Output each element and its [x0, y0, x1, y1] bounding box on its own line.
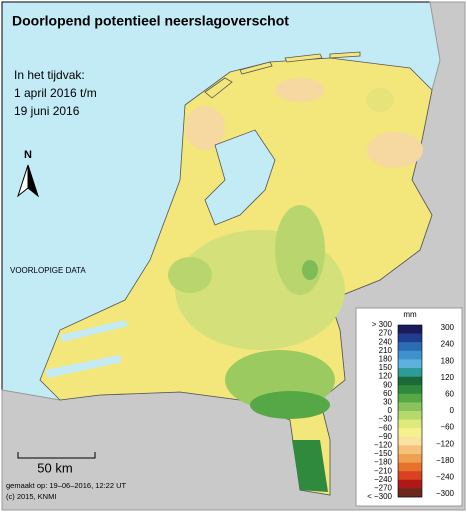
wet-area: [366, 88, 394, 112]
wet-area: [275, 205, 325, 295]
legend-label: 240: [379, 337, 393, 346]
title: Doorlopend potentieel neerslagoverschot: [12, 13, 289, 29]
legend-label: 180: [441, 356, 455, 365]
legend-swatch: [398, 385, 422, 395]
period-line: 19 juni 2016: [14, 104, 80, 118]
legend-label: 0: [388, 406, 393, 415]
dry-area: [275, 78, 325, 102]
legend-label: 180: [379, 355, 393, 364]
legend-label: 60: [383, 389, 392, 398]
dry-area: [367, 132, 423, 168]
legend-swatch: [398, 479, 422, 489]
legend-label: −180: [436, 456, 455, 465]
legend-swatch: [398, 333, 422, 343]
legend-swatch: [398, 368, 422, 377]
legend-label: −120: [374, 441, 393, 450]
legend-label: −180: [374, 458, 393, 467]
legend-label: 210: [379, 346, 393, 355]
wet-area: [168, 257, 212, 293]
footer-line: gemaakt op: 19–06–2016, 12:22 UT: [6, 481, 127, 490]
legend-swatch: [398, 436, 422, 446]
legend-label: 120: [379, 372, 393, 381]
legend-swatch: [398, 471, 422, 481]
legend-label: −240: [374, 475, 393, 484]
islands: [204, 51, 361, 99]
legend-swatch: [398, 342, 422, 352]
legend-label: 270: [379, 329, 393, 338]
legend-swatch: [398, 488, 422, 498]
legend-swatch: [398, 393, 422, 403]
legend-swatch: [398, 325, 422, 334]
scale-bar: [17, 452, 96, 459]
legend-label: 150: [379, 363, 393, 372]
legend-swatch: [398, 428, 422, 438]
legend-label: −150: [374, 449, 393, 458]
legend-swatch: [398, 454, 422, 463]
legend-label: −300: [436, 489, 455, 498]
estuary: [45, 320, 128, 378]
notice: VOORLOPIGE DATA: [10, 266, 86, 275]
legend-label: 30: [383, 398, 392, 407]
legend-swatch: [398, 402, 422, 412]
dry-area: [185, 106, 225, 150]
legend-label: 300: [441, 323, 455, 332]
legend-label: 60: [445, 390, 454, 399]
legend-label: 0: [450, 406, 455, 415]
legend-swatch: [398, 350, 422, 360]
legend-swatch: [398, 445, 422, 455]
legend-swatch: [398, 359, 422, 369]
legend-swatch: [398, 462, 422, 472]
legend-label: −30: [378, 415, 392, 424]
period-line: 1 april 2016 t/m: [14, 86, 97, 100]
legend-label: 120: [441, 373, 455, 382]
wet-area: [302, 260, 318, 280]
legend-swatch: [398, 411, 422, 420]
legend-label: −90: [378, 432, 392, 441]
legend-label: > 300: [372, 320, 393, 329]
legend-label: 90: [383, 380, 392, 389]
wet-area: [292, 440, 328, 492]
legend-label: −270: [374, 484, 393, 493]
lake: [204, 129, 276, 226]
legend-unit: mm: [403, 310, 417, 319]
legend-label: −120: [436, 439, 455, 448]
legend-label: −240: [436, 473, 455, 482]
north-arrow: [27, 164, 39, 198]
legend-label: 240: [441, 340, 455, 349]
period-line: In het tijdvak:: [14, 68, 85, 82]
legend-frame: [397, 324, 423, 498]
scale-label: 50 km: [37, 460, 72, 475]
north-label: N: [24, 149, 32, 161]
legend: > 3002702402101801501209060300−30−60−90−…: [367, 320, 454, 501]
wet-area: [250, 391, 330, 419]
footer-line: (c) 2015, KNMI: [6, 492, 56, 501]
legend-label: −210: [374, 466, 393, 475]
legend-swatch: [398, 419, 422, 429]
legend-swatch: [398, 376, 422, 386]
legend-label: −60: [440, 423, 454, 432]
legend-label: < −300: [367, 492, 392, 501]
legend-label: −60: [378, 423, 392, 432]
